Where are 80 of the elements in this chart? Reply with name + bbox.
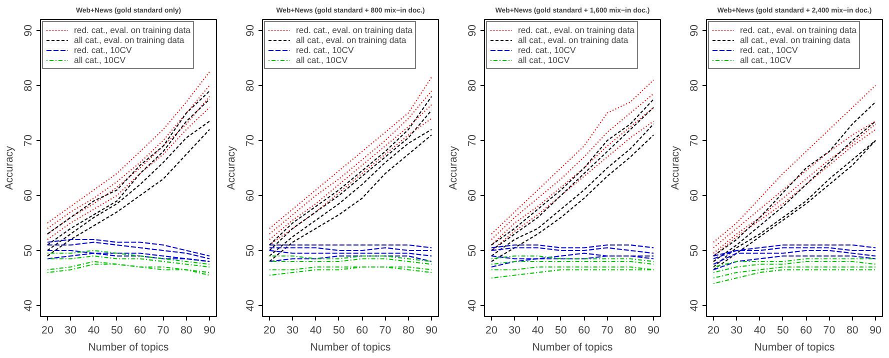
legend-label: all cat., 10CV [74, 55, 126, 65]
x-tick-label: 80 [624, 324, 636, 336]
y-tick-label: 90 [244, 24, 256, 36]
y-tick-label: 80 [688, 80, 700, 92]
y-tick-label: 90 [22, 24, 34, 36]
legend-label: red. cat., eval. on training data [740, 25, 856, 35]
x-tick-label: 70 [379, 324, 392, 336]
x-tick-label: 50 [332, 324, 345, 336]
x-tick-label: 20 [264, 324, 276, 336]
y-tick-label: 60 [22, 190, 34, 202]
x-tick-label: 50 [110, 324, 123, 336]
x-axis-title: Number of topics [532, 342, 613, 354]
x-tick-label: 60 [356, 324, 368, 336]
y-tick-label: 80 [22, 80, 34, 92]
x-tick-label: 50 [554, 324, 567, 336]
legend-label: all cat., 10CV [518, 55, 570, 65]
x-tick-label: 30 [730, 324, 743, 336]
x-tick-label: 90 [426, 324, 438, 336]
legend-label: red. cat., eval. on training data [518, 25, 634, 35]
legend-label: red. cat., 10CV [74, 45, 132, 55]
x-tick-label: 40 [88, 324, 100, 336]
x-tick-label: 80 [846, 324, 858, 336]
y-tick-label: 40 [688, 300, 700, 312]
x-tick-label: 30 [64, 324, 77, 336]
legend-label: all cat., eval. on training data [296, 35, 406, 45]
y-tick-label: 60 [688, 190, 700, 202]
y-tick-label: 40 [22, 300, 34, 312]
x-tick-label: 60 [134, 324, 146, 336]
x-tick-label: 20 [42, 324, 54, 336]
y-tick-label: 60 [466, 190, 478, 202]
x-tick-label: 40 [532, 324, 544, 336]
y-tick-label: 50 [22, 244, 34, 256]
legend-label: all cat., eval. on training data [74, 35, 184, 45]
x-tick-label: 80 [402, 324, 414, 336]
x-tick-label: 30 [508, 324, 521, 336]
x-tick-label: 70 [601, 324, 614, 336]
y-tick-label: 90 [688, 24, 700, 36]
legend-label: red. cat., 10CV [740, 45, 798, 55]
y-tick-label: 70 [688, 134, 700, 146]
y-tick-label: 80 [466, 80, 478, 92]
y-axis-title: Accuracy [448, 145, 460, 190]
y-tick-label: 90 [466, 24, 478, 36]
legend-label: all cat., eval. on training data [740, 35, 850, 45]
y-axis-title: Accuracy [226, 145, 238, 190]
x-tick-label: 60 [800, 324, 812, 336]
x-tick-label: 40 [310, 324, 322, 336]
x-tick-label: 60 [578, 324, 590, 336]
x-tick-label: 90 [648, 324, 660, 336]
x-tick-label: 70 [157, 324, 170, 336]
x-tick-label: 90 [204, 324, 216, 336]
x-axis-title: Number of topics [88, 342, 169, 354]
y-tick-label: 40 [466, 300, 478, 312]
x-tick-label: 90 [870, 324, 882, 336]
x-tick-label: 80 [180, 324, 192, 336]
x-tick-label: 30 [286, 324, 299, 336]
y-tick-label: 40 [244, 300, 256, 312]
y-tick-label: 50 [688, 244, 700, 256]
y-tick-label: 50 [466, 244, 478, 256]
y-tick-label: 50 [244, 244, 256, 256]
x-axis-title: Number of topics [310, 342, 391, 354]
x-tick-label: 40 [754, 324, 766, 336]
y-tick-label: 70 [244, 134, 256, 146]
legend-label: red. cat., 10CV [296, 45, 354, 55]
legend-label: all cat., 10CV [740, 55, 792, 65]
y-tick-label: 70 [466, 134, 478, 146]
legend-label: red. cat., eval. on training data [296, 25, 412, 35]
legend-label: all cat., 10CV [296, 55, 348, 65]
x-tick-label: 20 [708, 324, 720, 336]
y-tick-label: 60 [244, 190, 256, 202]
y-tick-label: 70 [22, 134, 34, 146]
x-axis-title: Number of topics [754, 342, 835, 354]
y-axis-title: Accuracy [4, 145, 16, 190]
x-tick-label: 50 [776, 324, 789, 336]
legend-label: all cat., eval. on training data [518, 35, 628, 45]
x-tick-label: 20 [486, 324, 498, 336]
legend-label: red. cat., 10CV [518, 45, 576, 55]
y-tick-label: 80 [244, 80, 256, 92]
x-tick-label: 70 [823, 324, 836, 336]
y-axis-title: Accuracy [670, 145, 682, 190]
legend-label: red. cat., eval. on training data [74, 25, 190, 35]
